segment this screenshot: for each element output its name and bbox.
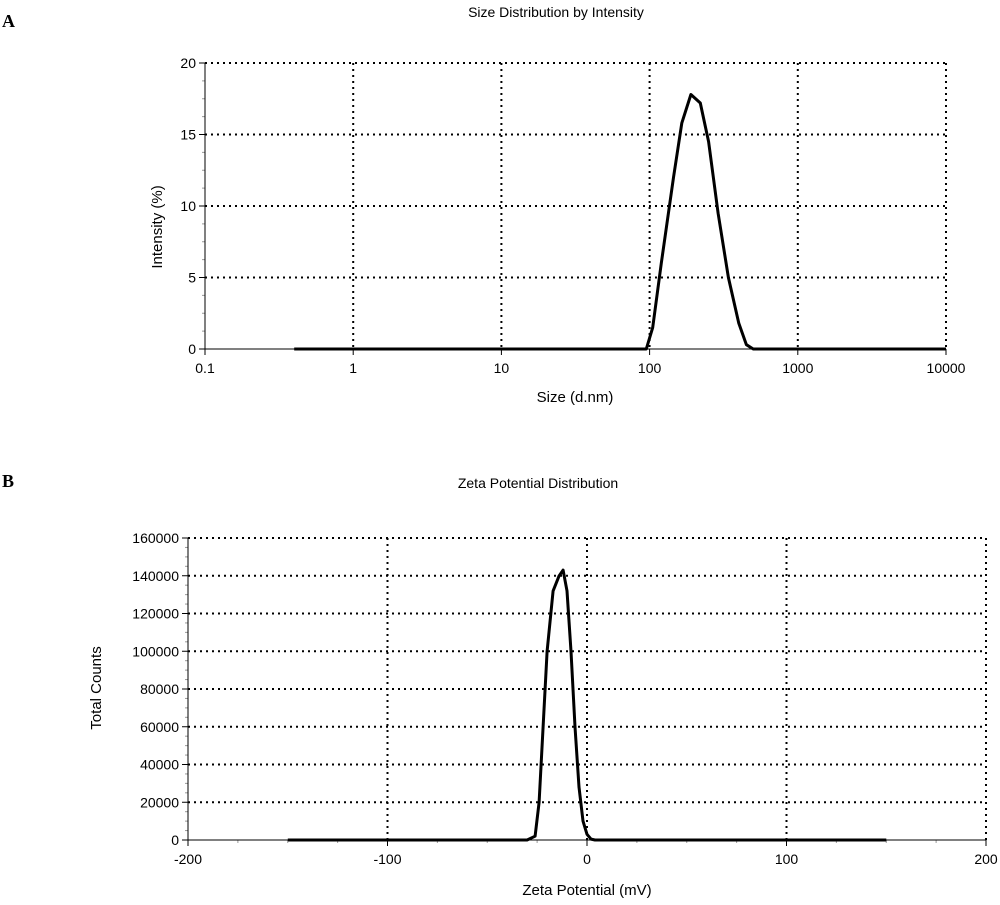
chart-b-series-line	[287, 568, 887, 842]
chart-b-ytick-label: 100000	[132, 643, 179, 659]
chart-a-ytick-label: 0	[188, 341, 196, 357]
chart-b-ytick-label: 120000	[132, 606, 179, 622]
chart-b-ticks: -200 -100 0 100 200 0 20000 40000 60000 80000 1000…	[132, 530, 998, 867]
chart-a-ytick-label: 20	[180, 55, 196, 71]
panel-label-b: B	[2, 471, 14, 491]
chart-a-xtick-label: 1000	[782, 360, 813, 376]
chart-a-xtick-label: 1	[349, 360, 357, 376]
chart-b-ytick-label: 40000	[140, 757, 179, 773]
chart-b-ytick-label: 0	[171, 832, 179, 848]
chart-a-ticks: 0.1 1 10 100 1000 10000 0 5 10 15 20	[180, 55, 965, 376]
chart-b-ytick-label: 160000	[132, 530, 179, 546]
chart-a-xtick-label: 10	[494, 360, 510, 376]
size-distribution-chart: Size Distribution by Intensity Size (d.n…	[149, 4, 966, 406]
chart-b-grid	[188, 537, 987, 840]
chart-b-xtick-label: 0	[583, 851, 591, 867]
chart-a-xtick-label: 10000	[927, 360, 966, 376]
chart-a-title: Size Distribution by Intensity	[468, 4, 644, 20]
chart-b-xlabel: Zeta Potential (mV)	[522, 882, 651, 899]
chart-b-xtick-label: -200	[174, 851, 202, 867]
chart-a-ylabel: Intensity (%)	[149, 185, 166, 268]
zeta-potential-chart: Zeta Potential Distribution Zeta Potenti…	[88, 475, 998, 899]
chart-a-ytick-label: 10	[180, 198, 196, 214]
chart-b-ytick-label: 80000	[140, 681, 179, 697]
chart-b-ylabel: Total Counts	[88, 646, 105, 729]
chart-a-xlabel: Size (d.nm)	[537, 389, 614, 406]
panel-label-a: A	[2, 11, 15, 31]
chart-a-ytick-label: 15	[180, 127, 196, 143]
chart-b-ytick-label: 60000	[140, 719, 179, 735]
chart-b-xtick-label: 200	[974, 851, 998, 867]
chart-b-title: Zeta Potential Distribution	[458, 475, 618, 491]
chart-a-ytick-label: 5	[188, 270, 196, 286]
chart-a-xtick-label: 0.1	[195, 360, 215, 376]
chart-b-ytick-label: 20000	[140, 794, 179, 810]
chart-a-series-line	[294, 93, 946, 351]
chart-b-ytick-label: 140000	[132, 568, 179, 584]
chart-a-grid	[205, 62, 947, 349]
chart-b-xtick-label: -100	[373, 851, 401, 867]
chart-b-xtick-label: 100	[775, 851, 799, 867]
chart-a-xtick-label: 100	[638, 360, 662, 376]
